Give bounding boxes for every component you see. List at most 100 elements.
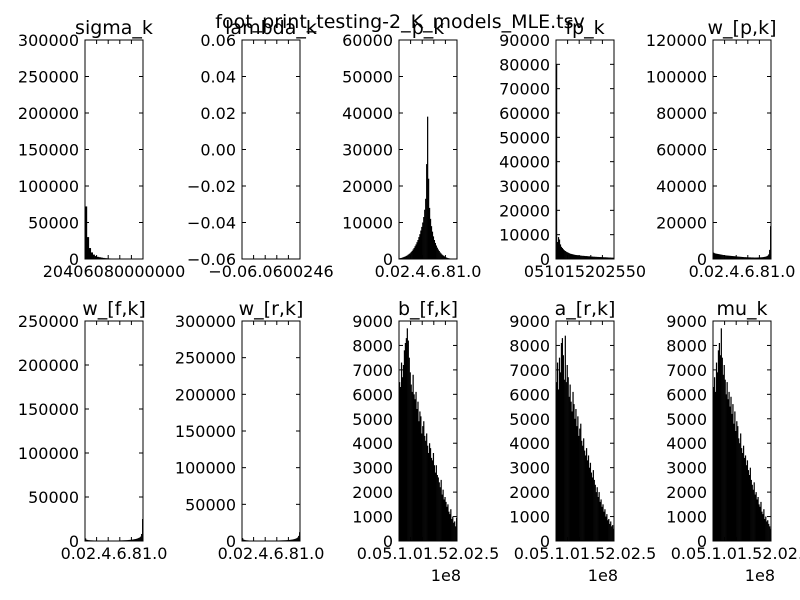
subplot-title: b_[f,k]	[398, 298, 458, 320]
histogram-bar	[733, 423, 735, 541]
y-tick-label: 100000	[646, 68, 707, 87]
histogram-bar	[141, 533, 143, 541]
histogram-bar	[558, 239, 561, 259]
histogram-bar	[582, 445, 584, 541]
histogram-bar	[86, 237, 90, 259]
histogram-bar	[411, 250, 413, 259]
y-tick-label: 200000	[18, 104, 79, 123]
y-tick-label: 9000	[509, 312, 550, 331]
histogram-bar	[561, 248, 564, 259]
histogram-bar	[590, 472, 593, 541]
subplot-title: w_[f,k]	[82, 298, 146, 320]
histogram-bar	[731, 255, 733, 259]
y-tick-label: 1000	[352, 508, 393, 527]
histogram-bar	[242, 539, 245, 541]
y-tick-label: 2000	[352, 483, 393, 502]
subplot-10: 0 1000 2000 3000 4000 5000 6000 7000 8000 9000 0.0…	[666, 298, 800, 585]
y-tick-label: 0	[383, 532, 393, 551]
histogram-bar	[568, 253, 570, 259]
histogram-bar	[725, 394, 727, 541]
histogram-bar	[714, 253, 717, 259]
histogram-bar	[769, 249, 771, 260]
histogram-bar	[755, 257, 757, 259]
y-tick-label: 0	[697, 532, 707, 551]
histogram-bar	[560, 343, 563, 541]
histogram-bar	[417, 401, 419, 541]
histogram-bar	[584, 255, 586, 259]
histogram-bar	[560, 246, 563, 259]
histogram-bar	[556, 362, 559, 541]
y-tick-label: 5000	[666, 410, 707, 429]
y-tick-label: 40000	[656, 177, 707, 196]
histogram-bar	[562, 355, 564, 541]
histogram-bar	[86, 539, 89, 541]
histogram-bar	[565, 251, 567, 259]
histogram-bar	[748, 257, 750, 259]
histogram-bar	[757, 257, 759, 259]
histogram-bar	[602, 257, 604, 259]
histogram-bar	[727, 399, 729, 541]
histogram-bar	[591, 256, 593, 259]
histogram-bar	[408, 253, 410, 259]
histogram-bar	[767, 255, 769, 259]
subplot-title: a_[r,k]	[555, 298, 616, 320]
histogram-bar	[713, 377, 716, 541]
histogram-bar	[584, 450, 586, 541]
histogram-bar	[424, 435, 426, 541]
subplot-title: w_[p,k]	[708, 17, 777, 39]
y-tick-label: 4000	[509, 434, 550, 453]
histogram-bar	[436, 475, 438, 541]
histogram-bar	[738, 438, 740, 541]
histogram-bar	[765, 516, 767, 541]
histogram-bar	[407, 254, 409, 259]
histogram-bar	[743, 257, 746, 259]
histogram-bar	[759, 506, 761, 541]
histogram-bar	[571, 411, 573, 541]
y-tick-label: 5000	[509, 410, 550, 429]
x-tick-labels: 0.05.1.01.52.02.5	[671, 544, 800, 563]
histogram-bar	[401, 257, 404, 259]
histogram-bar	[612, 257, 614, 259]
histogram-bar	[764, 519, 766, 541]
x-tick-labels: 0.05.1.01.52.02.5	[357, 544, 500, 563]
histogram-bar	[437, 477, 439, 541]
histogram-bar	[133, 539, 135, 541]
axes-frame	[398, 320, 458, 542]
y-tick-label: 10000	[499, 226, 550, 245]
histogram-bar	[579, 428, 581, 541]
histogram-bar	[296, 538, 298, 541]
histogram-bar	[729, 255, 731, 259]
histogram-bar	[242, 538, 244, 541]
histogram-bar	[744, 455, 747, 541]
y-tick-label: −0.06	[187, 250, 236, 269]
histogram-bar	[751, 257, 753, 259]
histogram-bar	[416, 242, 418, 259]
histogram-bar	[581, 255, 583, 259]
histogram-bar	[589, 462, 592, 541]
histogram-bar	[609, 257, 611, 259]
histogram-bar	[129, 539, 131, 541]
histogram-bar	[573, 404, 575, 541]
y-tick-label: 250000	[18, 68, 79, 87]
histogram-bar	[572, 391, 574, 541]
y-tick-label: 200000	[175, 385, 236, 404]
histogram-bar	[433, 465, 436, 541]
histogram-bar	[768, 523, 770, 541]
y-tick-label: 0.00	[200, 141, 236, 160]
histogram-bar	[592, 256, 594, 259]
histogram-bar	[761, 257, 763, 259]
histogram-bar	[757, 497, 759, 541]
histogram-bar	[611, 257, 613, 259]
y-tick-label: 150000	[18, 400, 79, 419]
histogram-bar	[723, 365, 725, 541]
histogram-bar	[402, 365, 405, 541]
histogram-bar	[739, 256, 741, 259]
histogram-bar	[722, 374, 724, 541]
histogram-bar	[410, 252, 412, 259]
histogram-bar	[590, 256, 593, 259]
histogram-bar	[423, 217, 425, 259]
histogram-bar	[606, 257, 608, 259]
y-tick-label: 0.02	[200, 104, 236, 123]
histogram-bar	[766, 256, 768, 259]
histogram-bar	[767, 520, 769, 541]
